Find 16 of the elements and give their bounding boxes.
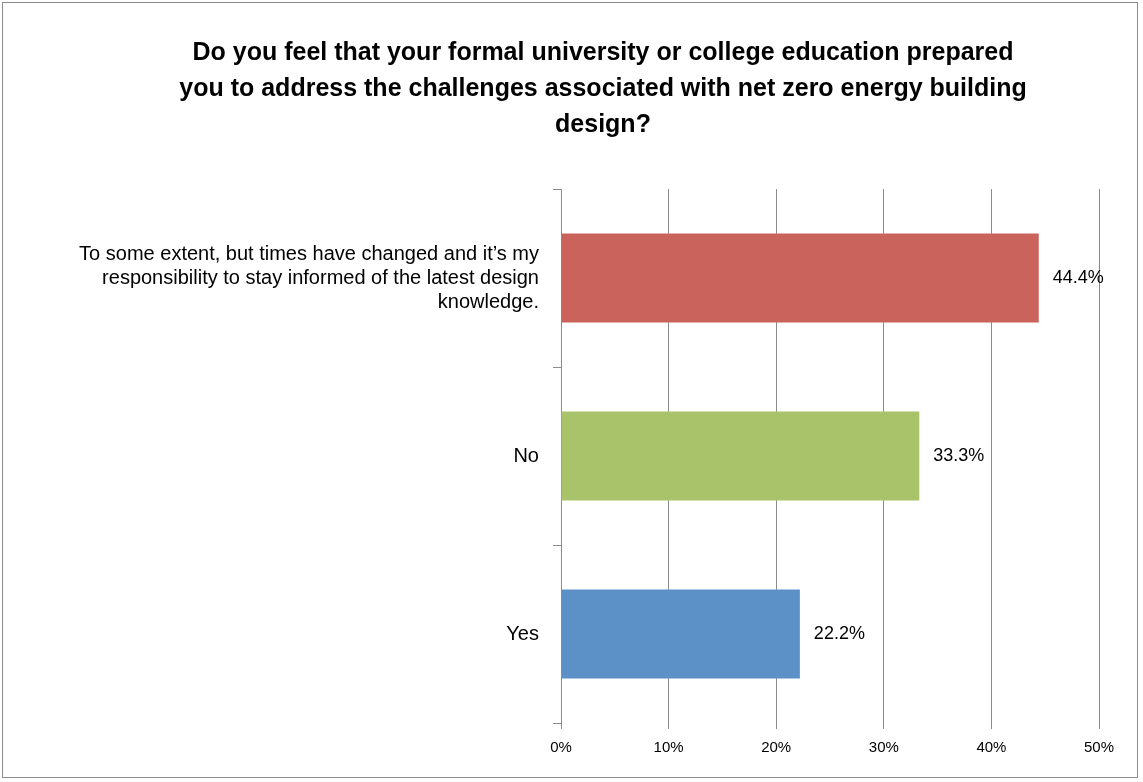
y-tick-label: Yes (506, 621, 539, 644)
x-tick-label: 50% (1083, 738, 1115, 756)
bar (561, 411, 920, 501)
x-tick-label: 20% (761, 738, 792, 756)
data-label: 22.2% (813, 622, 865, 643)
x-tick-label: 40% (976, 738, 1007, 756)
y-tick-label: No (513, 443, 539, 466)
y-tick-label: To some extent, but times have changed and it’s my responsibility to stay informed of the latest design knowledge. (79, 241, 539, 312)
chart-title: Do you feel that your formal university or college education prepared you to address the challenges associated with net zero energy building design? (178, 36, 1028, 139)
x-tick-label: 10% (653, 738, 684, 756)
data-label: 33.3% (933, 444, 985, 465)
bar (561, 233, 1039, 323)
bar (561, 589, 800, 679)
x-tick-label: 0% (550, 738, 572, 756)
x-tick-label: 30% (868, 738, 899, 756)
data-label: 44.4% (1052, 266, 1104, 287)
